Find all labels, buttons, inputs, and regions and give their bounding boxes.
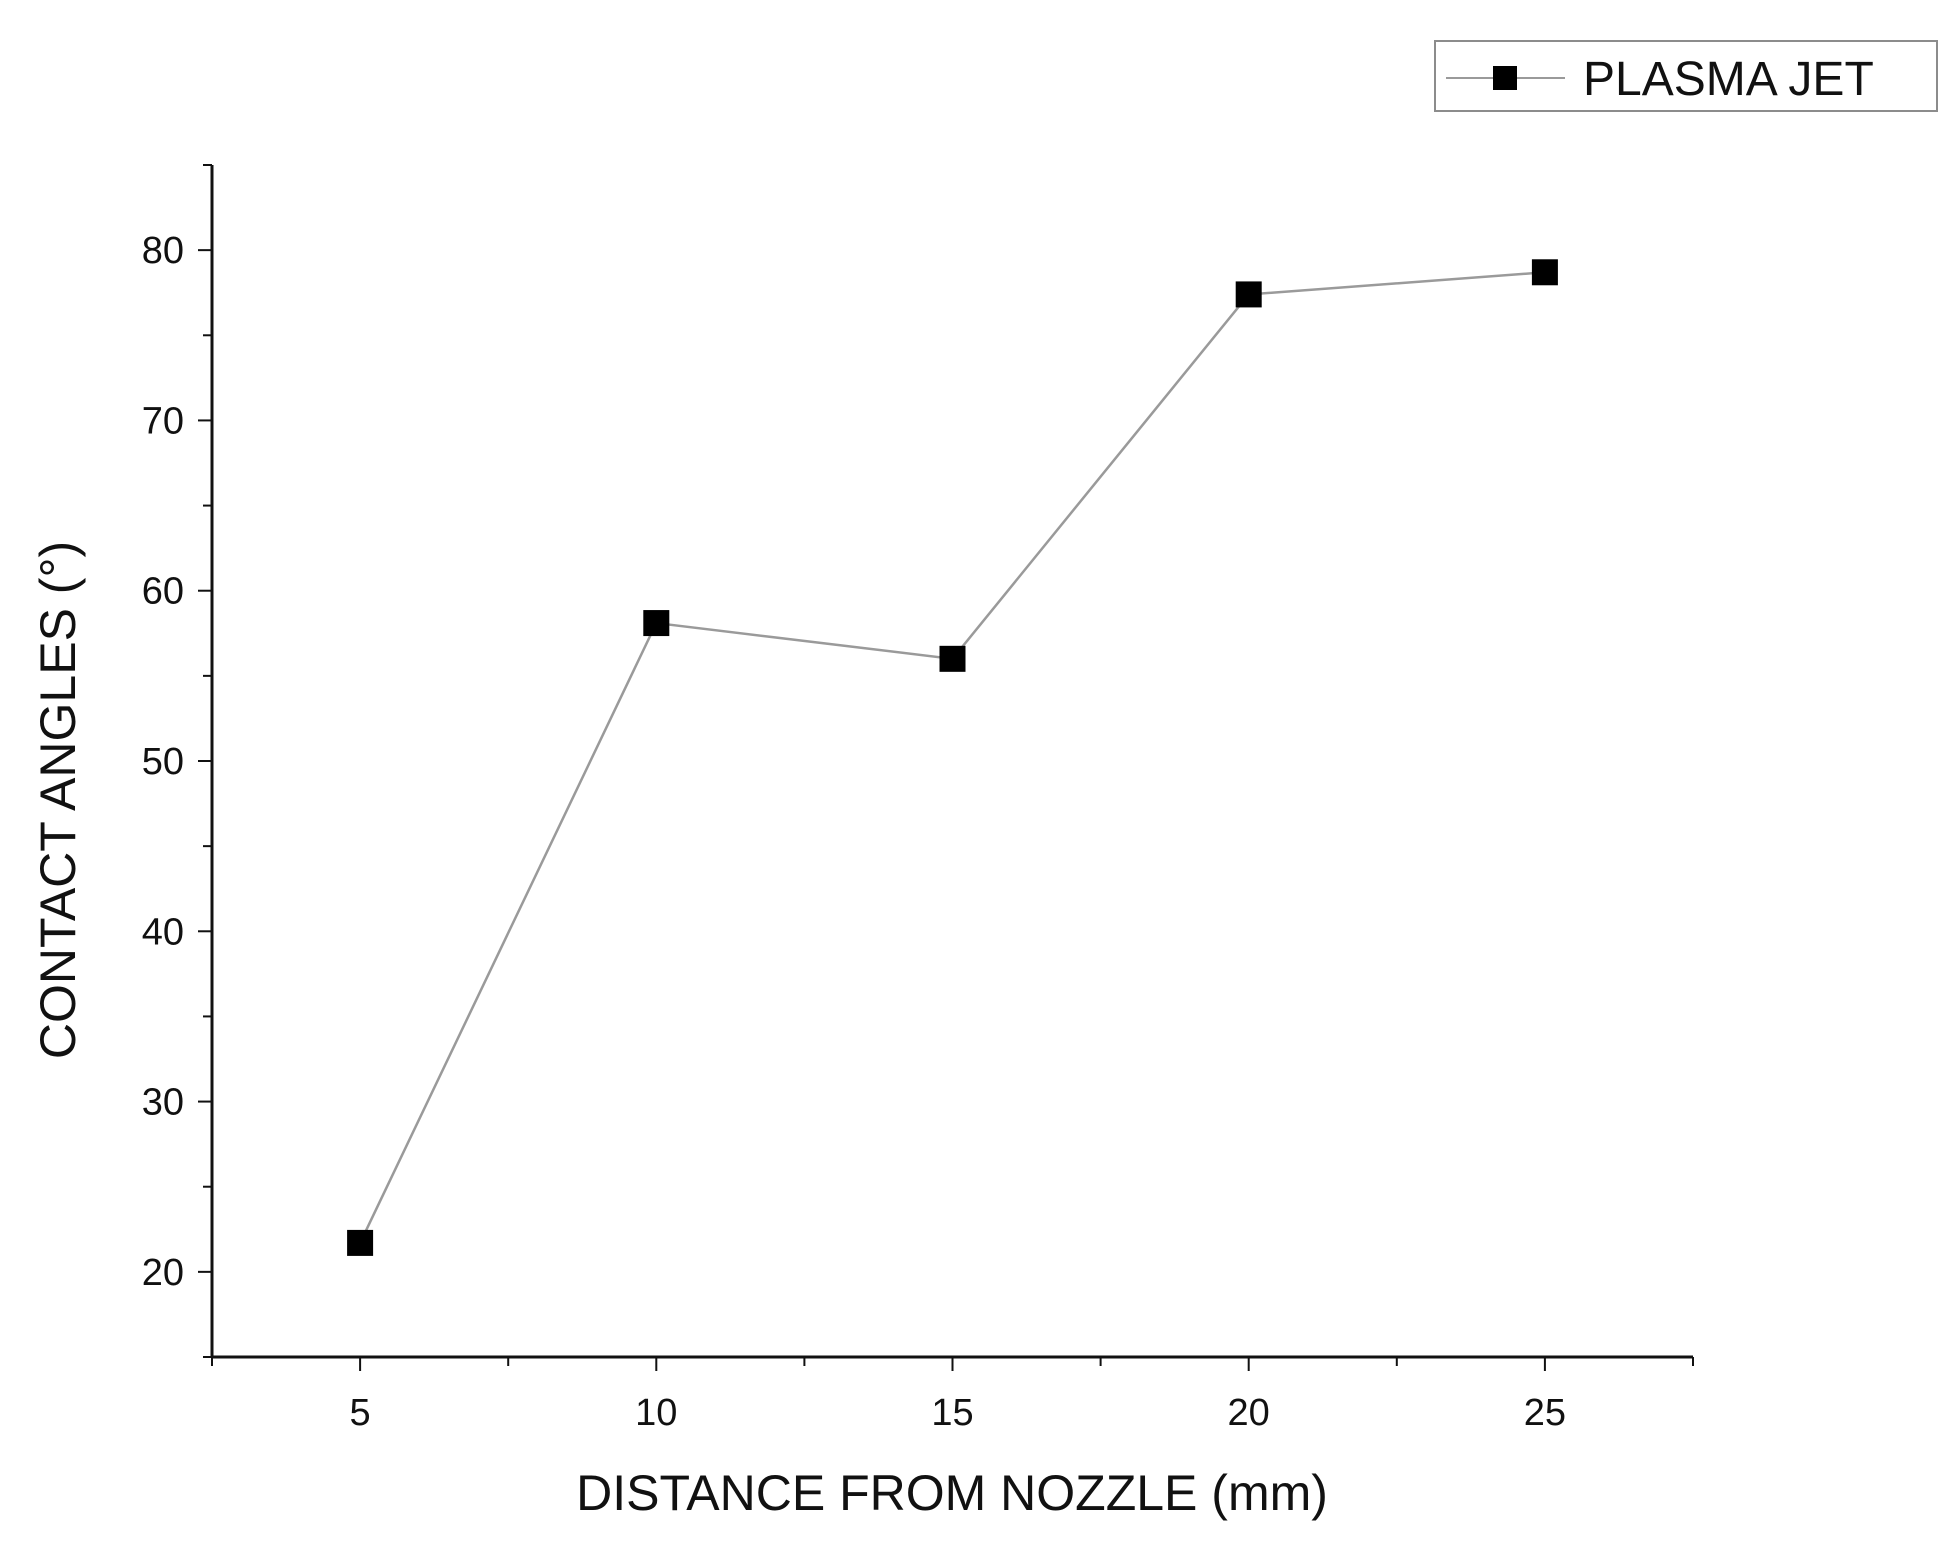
x-tick-label: 20 xyxy=(1228,1392,1270,1434)
data-point xyxy=(939,645,966,672)
data-point xyxy=(643,610,670,637)
data-point xyxy=(1235,281,1262,308)
x-tick-label: 15 xyxy=(931,1392,973,1434)
y-tick-label: 50 xyxy=(142,741,184,783)
y-axis-title-group: CONTACT ANGLES (°) xyxy=(30,541,86,1059)
y-tick-label: 20 xyxy=(142,1252,184,1294)
plot-area: 20 30 40 50 60 70 80 5 10 15 20 25 xyxy=(142,164,1694,1434)
y-axis-title: CONTACT ANGLES (°) xyxy=(30,541,86,1059)
y-tick-label: 60 xyxy=(142,571,184,613)
data-point xyxy=(1531,259,1558,286)
y-tick-label: 40 xyxy=(142,911,184,953)
series-line xyxy=(358,271,1545,1244)
y-tick-label: 70 xyxy=(142,400,184,442)
legend-box xyxy=(1434,40,1938,112)
y-tick-label: 30 xyxy=(142,1082,184,1124)
legend-label: PLASMA JET xyxy=(1583,53,1874,106)
legend-marker xyxy=(1493,66,1517,90)
x-tick-label: 25 xyxy=(1524,1392,1566,1434)
legend: PLASMA JET xyxy=(1434,40,1938,112)
x-axis-title: DISTANCE FROM NOZZLE (mm) xyxy=(576,1465,1328,1521)
x-tick-label: 5 xyxy=(350,1392,371,1434)
data-point xyxy=(347,1229,374,1256)
x-tick-label: 10 xyxy=(635,1392,677,1434)
y-tick-label: 80 xyxy=(142,230,184,272)
